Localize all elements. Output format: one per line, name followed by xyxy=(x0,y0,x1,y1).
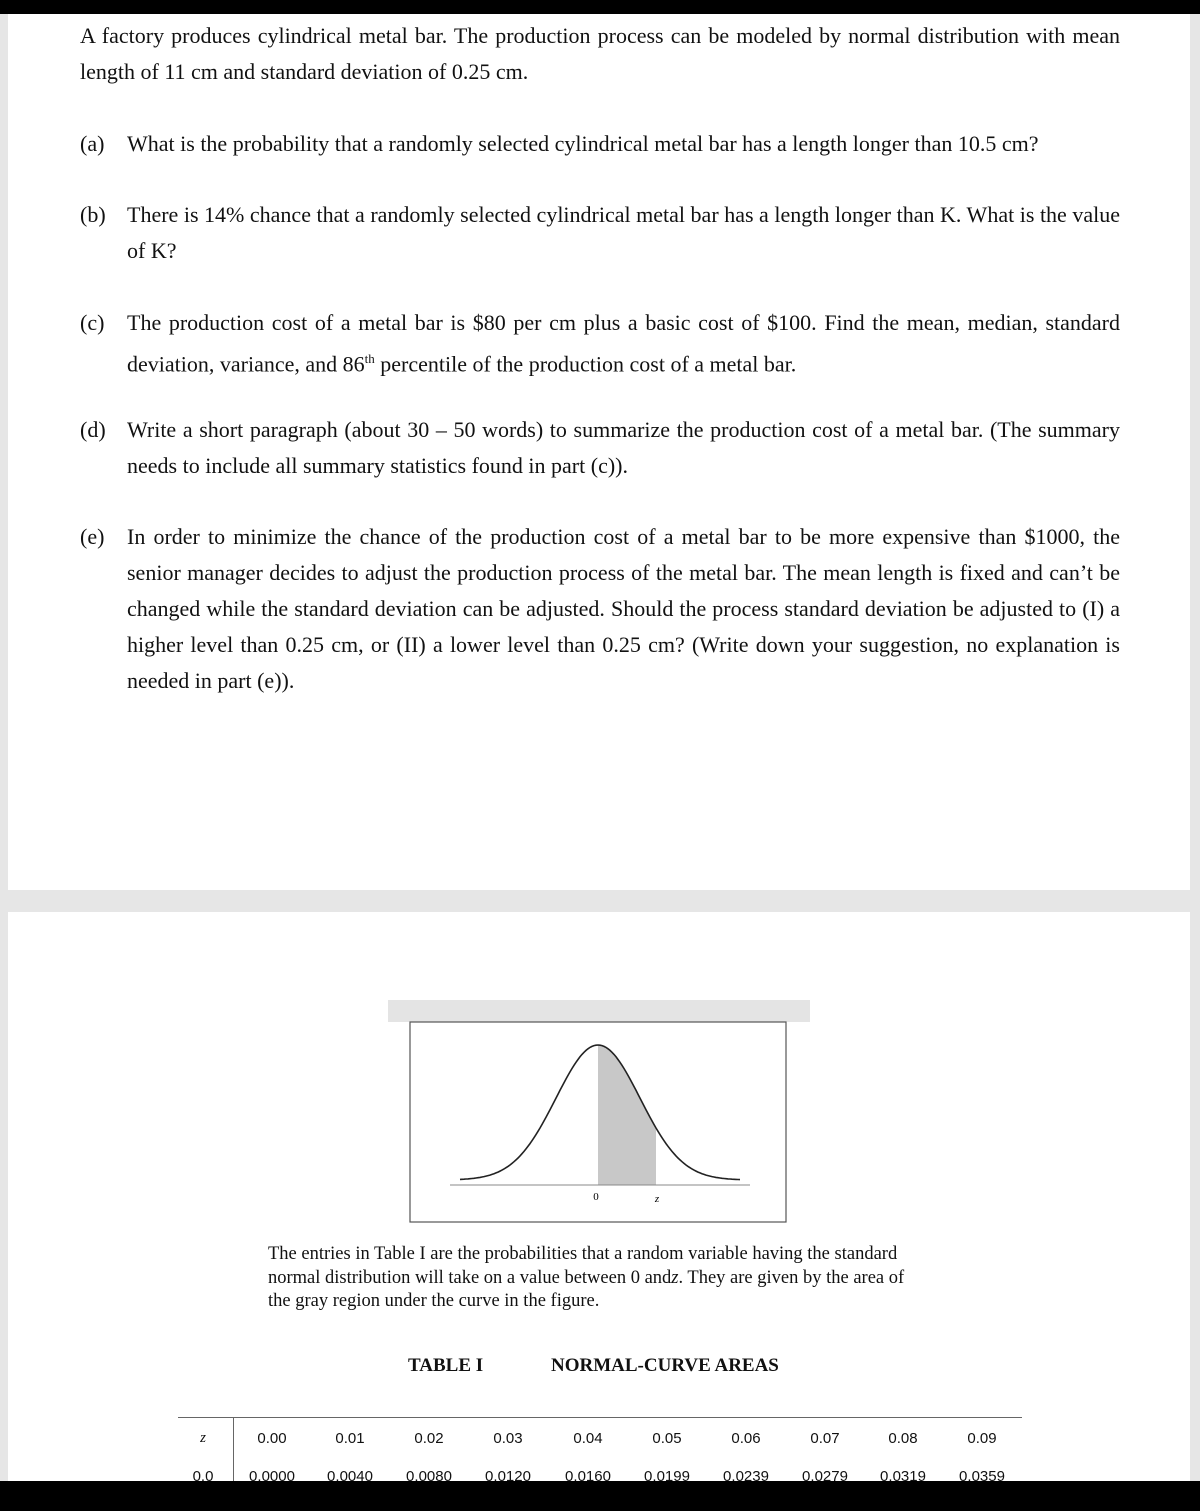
question-text: In order to minimize the chance of the p… xyxy=(127,519,1120,699)
question-text: What is the probability that a randomly … xyxy=(127,126,1120,162)
table-cell: 0.0279 xyxy=(802,1468,848,1485)
question-label: (c) xyxy=(80,310,105,335)
origin-label: 0 xyxy=(593,1191,599,1203)
table-header-cell: 0.05 xyxy=(652,1430,682,1447)
table-cell: 0.0080 xyxy=(406,1468,452,1485)
table-cell: 0.0120 xyxy=(485,1468,531,1485)
question-text-part: The production cost of a metal bar is $8… xyxy=(127,310,1120,377)
top-bar xyxy=(0,0,1200,14)
table-header-cell: 0.01 xyxy=(335,1430,365,1447)
table-cell: 0.0359 xyxy=(959,1468,1005,1485)
question-label: (a) xyxy=(80,131,105,156)
table-title: NORMAL-CURVE AREAS xyxy=(551,1355,779,1376)
table-cell: 0.0 xyxy=(192,1468,214,1485)
table-header-cell: z xyxy=(200,1430,206,1446)
question-text: The production cost of a metal bar is $8… xyxy=(127,305,1120,382)
table-header-cell: 0.06 xyxy=(731,1430,761,1447)
question-text-part: What is the probability that a randomly … xyxy=(127,131,1039,156)
shaded-area xyxy=(598,1045,656,1185)
caption: The entries in Table I are the probabili… xyxy=(268,1243,928,1314)
reference-panel: 0 z The entries in Table I are the proba… xyxy=(8,912,1190,1487)
question-label: (b) xyxy=(80,202,106,227)
superscript: th xyxy=(364,351,375,366)
caption-text: . They are given by the area of the gray… xyxy=(268,1267,905,1312)
z-label: z xyxy=(654,1193,660,1205)
table-number: TABLE I xyxy=(408,1355,484,1376)
question-text-part: percentile of the production cost of a m… xyxy=(374,351,797,377)
question-text-part: Write a short paragraph (about 30 – 50 w… xyxy=(127,417,1120,478)
bell-curve xyxy=(459,1044,741,1181)
table-cell: 0.0239 xyxy=(723,1468,769,1485)
question-text: Write a short paragraph (about 30 – 50 w… xyxy=(127,412,1120,484)
caption-variable: z xyxy=(671,1267,679,1288)
table-header-cell: 0.04 xyxy=(573,1430,603,1447)
question-text-part: There is 14% chance that a randomly sele… xyxy=(127,202,1120,263)
table-cell: 0.0319 xyxy=(880,1468,926,1485)
table-top-rule xyxy=(178,1417,1022,1418)
table-cell: 0.0199 xyxy=(644,1468,690,1485)
figure-shadow xyxy=(388,1000,810,1022)
table-cell: 0.0040 xyxy=(327,1468,373,1485)
bottom-bar xyxy=(0,1481,1200,1511)
table-header-cell: 0.08 xyxy=(888,1430,918,1447)
table-header-cell: 0.02 xyxy=(414,1430,444,1447)
intro: A factory produces cylindrical metal bar… xyxy=(80,23,1120,84)
table-column-rule xyxy=(233,1417,234,1487)
normal-curve-figure: 0 z xyxy=(388,1000,810,1223)
table-cell: 0.0000 xyxy=(249,1468,295,1485)
question-panel: A factory produces cylindrical metal bar… xyxy=(8,14,1190,890)
question-text: There is 14% chance that a randomly sele… xyxy=(127,197,1120,269)
table-header-cell: 0.03 xyxy=(493,1430,523,1447)
question-text-part: In order to minimize the chance of the p… xyxy=(127,524,1120,693)
caption-text: The entries in Table I are the probabili… xyxy=(268,1244,898,1288)
table-cell: 0.0160 xyxy=(565,1468,611,1485)
table-header-cell: 0.07 xyxy=(810,1430,840,1447)
question-label: (d) xyxy=(80,417,106,442)
table-header-cell: 0.00 xyxy=(257,1430,287,1447)
table-header-cell: 0.09 xyxy=(967,1430,997,1447)
question-label: (e) xyxy=(80,524,105,549)
